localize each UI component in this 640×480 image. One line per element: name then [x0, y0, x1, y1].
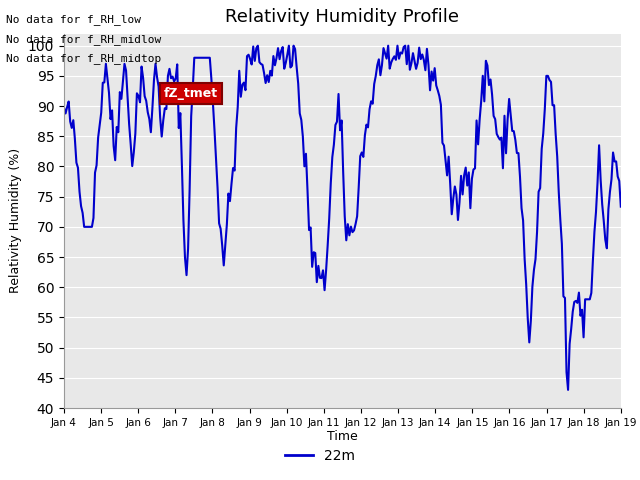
Text: No data for f_RH_midtop: No data for f_RH_midtop [6, 53, 162, 64]
Y-axis label: Relativity Humidity (%): Relativity Humidity (%) [10, 148, 22, 293]
Legend: 22m: 22m [280, 443, 360, 468]
Text: No data for f_RH_low: No data for f_RH_low [6, 14, 141, 25]
Title: Relativity Humidity Profile: Relativity Humidity Profile [225, 9, 460, 26]
X-axis label: Time: Time [327, 431, 358, 444]
Text: No data for f_RH_midlow: No data for f_RH_midlow [6, 34, 162, 45]
Text: fZ_tmet: fZ_tmet [164, 87, 218, 100]
